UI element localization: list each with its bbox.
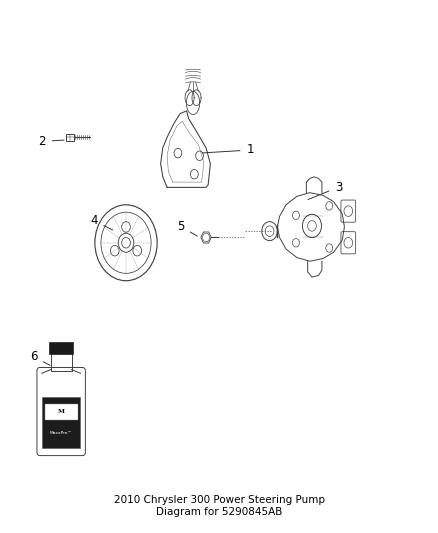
Text: 6: 6 — [30, 350, 38, 363]
Text: MaxxPro™: MaxxPro™ — [50, 431, 73, 435]
Bar — [66, 134, 74, 141]
Text: M: M — [58, 409, 65, 414]
Text: 2010 Chrysler 300 Power Steering Pump
Diagram for 5290845AB: 2010 Chrysler 300 Power Steering Pump Di… — [113, 496, 325, 517]
Text: 2: 2 — [38, 135, 46, 148]
Bar — [45, 404, 78, 419]
Text: 4: 4 — [90, 214, 98, 227]
Bar — [51, 354, 71, 370]
Text: 1: 1 — [247, 143, 254, 157]
Text: 3: 3 — [335, 181, 343, 193]
Text: 5: 5 — [177, 220, 184, 233]
Bar — [49, 342, 73, 354]
Bar — [42, 397, 80, 448]
